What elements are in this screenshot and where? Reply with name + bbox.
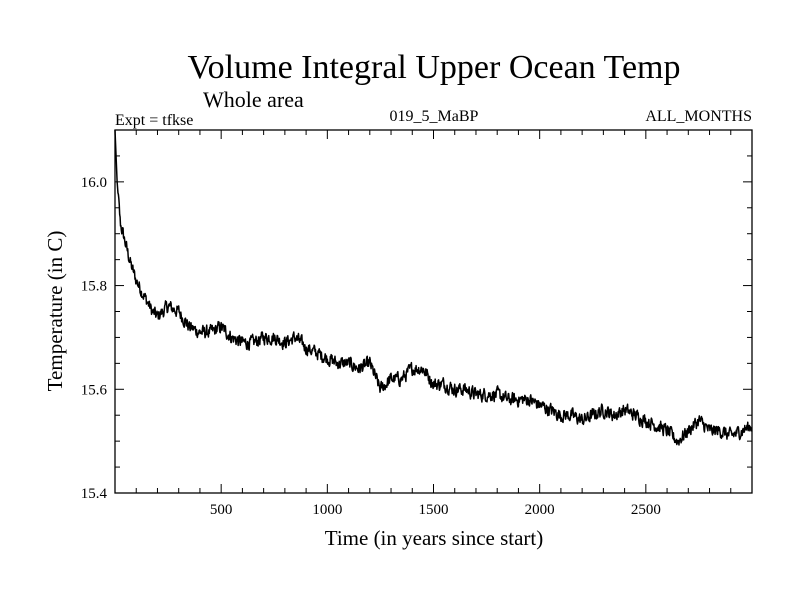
y-axis-label: Temperature (in C) xyxy=(43,231,67,392)
y-tick-label: 15.8 xyxy=(81,279,107,295)
x-tick-label: 2500 xyxy=(631,502,661,518)
y-tick-label: 16.0 xyxy=(81,175,107,191)
data-layer xyxy=(114,129,753,446)
run-label: 019_5_MaBP xyxy=(390,108,479,125)
x-tick-label: 1000 xyxy=(312,502,342,518)
y-tick-label: 15.4 xyxy=(81,486,108,502)
plot-frame xyxy=(114,129,753,494)
series-line xyxy=(114,129,753,446)
chart-subtitle: Whole area xyxy=(203,87,304,112)
chart-title: Volume Integral Upper Ocean Temp xyxy=(188,49,681,86)
x-tick-label: 2000 xyxy=(525,502,555,518)
months-label: ALL_MONTHS xyxy=(645,108,752,125)
x-tick-label: 1500 xyxy=(419,502,449,518)
y-tick-label: 15.6 xyxy=(81,382,108,398)
x-axis-label: Time (in years since start) xyxy=(325,526,544,550)
axis-ticks: 500 1000 1500 2000 2500 15.4 15.6 15.8 16.0 xyxy=(81,129,752,518)
experiment-label: Expt = tfkse xyxy=(115,112,193,129)
x-tick-label: 500 xyxy=(210,502,233,518)
